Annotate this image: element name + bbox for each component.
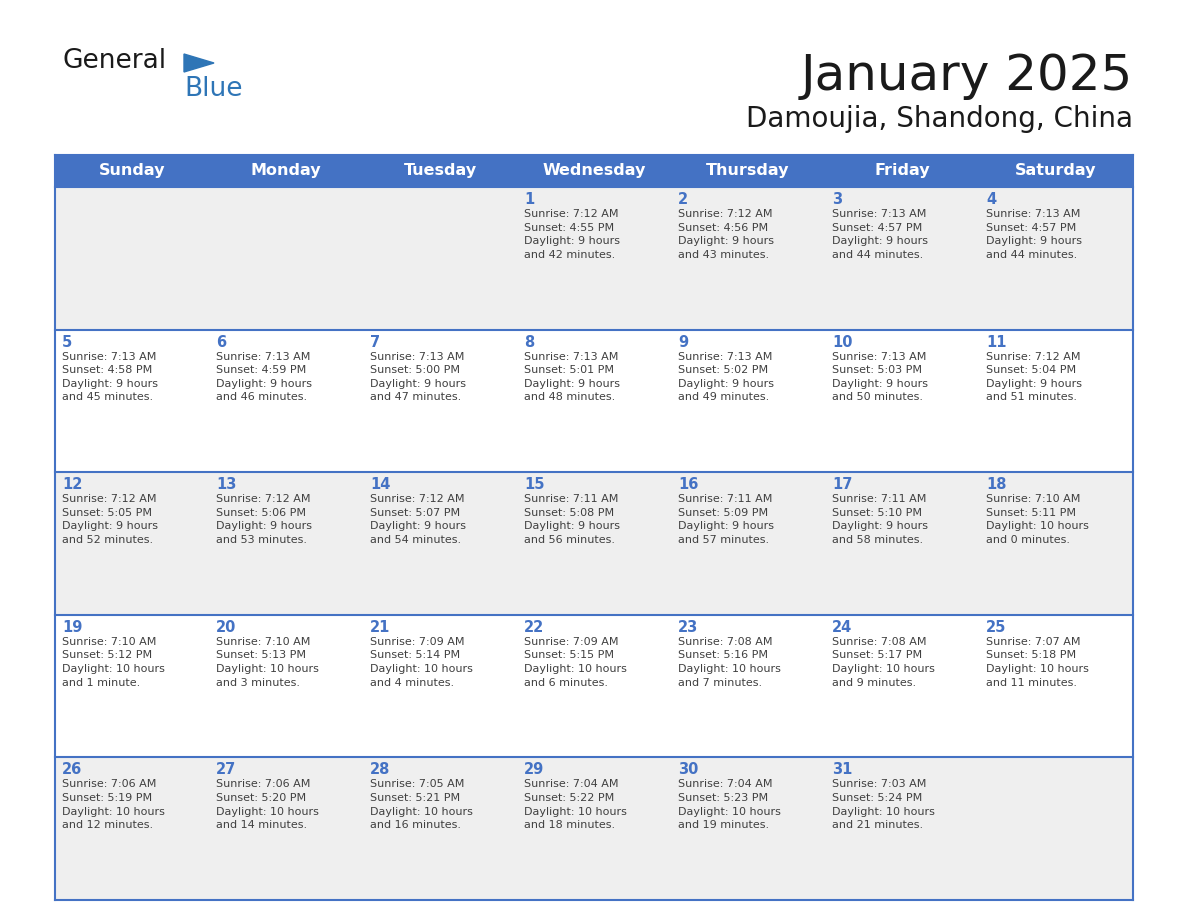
Text: 24: 24 — [832, 620, 852, 635]
Text: 21: 21 — [369, 620, 391, 635]
Text: 25: 25 — [986, 620, 1006, 635]
Text: Sunrise: 7:13 AM
Sunset: 4:57 PM
Daylight: 9 hours
and 44 minutes.: Sunrise: 7:13 AM Sunset: 4:57 PM Dayligh… — [986, 209, 1082, 260]
Text: Damoujia, Shandong, China: Damoujia, Shandong, China — [746, 105, 1133, 133]
Text: 2: 2 — [678, 192, 688, 207]
Text: Sunrise: 7:13 AM
Sunset: 5:02 PM
Daylight: 9 hours
and 49 minutes.: Sunrise: 7:13 AM Sunset: 5:02 PM Dayligh… — [678, 352, 775, 402]
Bar — [55, 187, 1133, 330]
Text: Saturday: Saturday — [1016, 163, 1097, 178]
Text: Sunrise: 7:10 AM
Sunset: 5:12 PM
Daylight: 10 hours
and 1 minute.: Sunrise: 7:10 AM Sunset: 5:12 PM Dayligh… — [62, 637, 165, 688]
Text: 10: 10 — [832, 334, 853, 350]
Text: Sunrise: 7:10 AM
Sunset: 5:13 PM
Daylight: 10 hours
and 3 minutes.: Sunrise: 7:10 AM Sunset: 5:13 PM Dayligh… — [216, 637, 318, 688]
Text: 26: 26 — [62, 763, 82, 778]
Text: Sunrise: 7:04 AM
Sunset: 5:23 PM
Daylight: 10 hours
and 19 minutes.: Sunrise: 7:04 AM Sunset: 5:23 PM Dayligh… — [678, 779, 781, 830]
Text: Sunrise: 7:11 AM
Sunset: 5:09 PM
Daylight: 9 hours
and 57 minutes.: Sunrise: 7:11 AM Sunset: 5:09 PM Dayligh… — [678, 494, 775, 545]
Text: Blue: Blue — [184, 76, 242, 102]
Text: Sunrise: 7:03 AM
Sunset: 5:24 PM
Daylight: 10 hours
and 21 minutes.: Sunrise: 7:03 AM Sunset: 5:24 PM Dayligh… — [832, 779, 935, 830]
Text: Sunrise: 7:06 AM
Sunset: 5:20 PM
Daylight: 10 hours
and 14 minutes.: Sunrise: 7:06 AM Sunset: 5:20 PM Dayligh… — [216, 779, 318, 830]
Text: 14: 14 — [369, 477, 391, 492]
Text: 11: 11 — [986, 334, 1006, 350]
Text: January 2025: January 2025 — [801, 52, 1133, 100]
Text: 7: 7 — [369, 334, 380, 350]
Bar — [55, 472, 1133, 615]
Text: Thursday: Thursday — [706, 163, 790, 178]
Text: Sunrise: 7:09 AM
Sunset: 5:14 PM
Daylight: 10 hours
and 4 minutes.: Sunrise: 7:09 AM Sunset: 5:14 PM Dayligh… — [369, 637, 473, 688]
Text: Sunrise: 7:11 AM
Sunset: 5:10 PM
Daylight: 9 hours
and 58 minutes.: Sunrise: 7:11 AM Sunset: 5:10 PM Dayligh… — [832, 494, 928, 545]
Text: 19: 19 — [62, 620, 82, 635]
Text: 16: 16 — [678, 477, 699, 492]
Text: Sunrise: 7:11 AM
Sunset: 5:08 PM
Daylight: 9 hours
and 56 minutes.: Sunrise: 7:11 AM Sunset: 5:08 PM Dayligh… — [524, 494, 620, 545]
Text: Sunrise: 7:13 AM
Sunset: 4:59 PM
Daylight: 9 hours
and 46 minutes.: Sunrise: 7:13 AM Sunset: 4:59 PM Dayligh… — [216, 352, 312, 402]
Text: Sunrise: 7:12 AM
Sunset: 4:56 PM
Daylight: 9 hours
and 43 minutes.: Sunrise: 7:12 AM Sunset: 4:56 PM Dayligh… — [678, 209, 775, 260]
Text: 8: 8 — [524, 334, 535, 350]
Text: Sunrise: 7:13 AM
Sunset: 5:03 PM
Daylight: 9 hours
and 50 minutes.: Sunrise: 7:13 AM Sunset: 5:03 PM Dayligh… — [832, 352, 928, 402]
Text: Sunrise: 7:09 AM
Sunset: 5:15 PM
Daylight: 10 hours
and 6 minutes.: Sunrise: 7:09 AM Sunset: 5:15 PM Dayligh… — [524, 637, 627, 688]
Text: Sunrise: 7:10 AM
Sunset: 5:11 PM
Daylight: 10 hours
and 0 minutes.: Sunrise: 7:10 AM Sunset: 5:11 PM Dayligh… — [986, 494, 1089, 545]
Text: Sunrise: 7:05 AM
Sunset: 5:21 PM
Daylight: 10 hours
and 16 minutes.: Sunrise: 7:05 AM Sunset: 5:21 PM Dayligh… — [369, 779, 473, 830]
Text: 3: 3 — [832, 192, 842, 207]
Polygon shape — [184, 54, 214, 72]
Text: Sunrise: 7:12 AM
Sunset: 5:05 PM
Daylight: 9 hours
and 52 minutes.: Sunrise: 7:12 AM Sunset: 5:05 PM Dayligh… — [62, 494, 158, 545]
Text: 5: 5 — [62, 334, 72, 350]
Text: Sunrise: 7:13 AM
Sunset: 5:00 PM
Daylight: 9 hours
and 47 minutes.: Sunrise: 7:13 AM Sunset: 5:00 PM Dayligh… — [369, 352, 466, 402]
Text: General: General — [62, 48, 166, 74]
Text: Sunrise: 7:12 AM
Sunset: 5:07 PM
Daylight: 9 hours
and 54 minutes.: Sunrise: 7:12 AM Sunset: 5:07 PM Dayligh… — [369, 494, 466, 545]
Text: 28: 28 — [369, 763, 391, 778]
Text: Sunrise: 7:13 AM
Sunset: 5:01 PM
Daylight: 9 hours
and 48 minutes.: Sunrise: 7:13 AM Sunset: 5:01 PM Dayligh… — [524, 352, 620, 402]
Text: 20: 20 — [216, 620, 236, 635]
Text: Sunday: Sunday — [99, 163, 165, 178]
Text: 9: 9 — [678, 334, 688, 350]
Text: Sunrise: 7:12 AM
Sunset: 5:06 PM
Daylight: 9 hours
and 53 minutes.: Sunrise: 7:12 AM Sunset: 5:06 PM Dayligh… — [216, 494, 312, 545]
Text: Sunrise: 7:06 AM
Sunset: 5:19 PM
Daylight: 10 hours
and 12 minutes.: Sunrise: 7:06 AM Sunset: 5:19 PM Dayligh… — [62, 779, 165, 830]
Text: Sunrise: 7:08 AM
Sunset: 5:16 PM
Daylight: 10 hours
and 7 minutes.: Sunrise: 7:08 AM Sunset: 5:16 PM Dayligh… — [678, 637, 781, 688]
Text: 27: 27 — [216, 763, 236, 778]
Text: Sunrise: 7:12 AM
Sunset: 4:55 PM
Daylight: 9 hours
and 42 minutes.: Sunrise: 7:12 AM Sunset: 4:55 PM Dayligh… — [524, 209, 620, 260]
Text: 13: 13 — [216, 477, 236, 492]
Text: Sunrise: 7:12 AM
Sunset: 5:04 PM
Daylight: 9 hours
and 51 minutes.: Sunrise: 7:12 AM Sunset: 5:04 PM Dayligh… — [986, 352, 1082, 402]
Text: Friday: Friday — [874, 163, 930, 178]
Text: Sunrise: 7:04 AM
Sunset: 5:22 PM
Daylight: 10 hours
and 18 minutes.: Sunrise: 7:04 AM Sunset: 5:22 PM Dayligh… — [524, 779, 627, 830]
Bar — [55, 330, 1133, 472]
Text: 30: 30 — [678, 763, 699, 778]
Text: 1: 1 — [524, 192, 535, 207]
Text: 18: 18 — [986, 477, 1006, 492]
Text: Sunrise: 7:08 AM
Sunset: 5:17 PM
Daylight: 10 hours
and 9 minutes.: Sunrise: 7:08 AM Sunset: 5:17 PM Dayligh… — [832, 637, 935, 688]
Bar — [55, 757, 1133, 900]
Text: 17: 17 — [832, 477, 852, 492]
Text: Wednesday: Wednesday — [542, 163, 646, 178]
Text: Sunrise: 7:07 AM
Sunset: 5:18 PM
Daylight: 10 hours
and 11 minutes.: Sunrise: 7:07 AM Sunset: 5:18 PM Dayligh… — [986, 637, 1089, 688]
Text: 6: 6 — [216, 334, 226, 350]
Bar — [55, 155, 1133, 187]
Text: Sunrise: 7:13 AM
Sunset: 4:58 PM
Daylight: 9 hours
and 45 minutes.: Sunrise: 7:13 AM Sunset: 4:58 PM Dayligh… — [62, 352, 158, 402]
Text: 12: 12 — [62, 477, 82, 492]
Text: 15: 15 — [524, 477, 544, 492]
Bar — [55, 615, 1133, 757]
Text: 4: 4 — [986, 192, 996, 207]
Text: Sunrise: 7:13 AM
Sunset: 4:57 PM
Daylight: 9 hours
and 44 minutes.: Sunrise: 7:13 AM Sunset: 4:57 PM Dayligh… — [832, 209, 928, 260]
Text: Monday: Monday — [251, 163, 321, 178]
Text: 22: 22 — [524, 620, 544, 635]
Text: 23: 23 — [678, 620, 699, 635]
Text: Tuesday: Tuesday — [404, 163, 476, 178]
Text: 31: 31 — [832, 763, 852, 778]
Text: 29: 29 — [524, 763, 544, 778]
